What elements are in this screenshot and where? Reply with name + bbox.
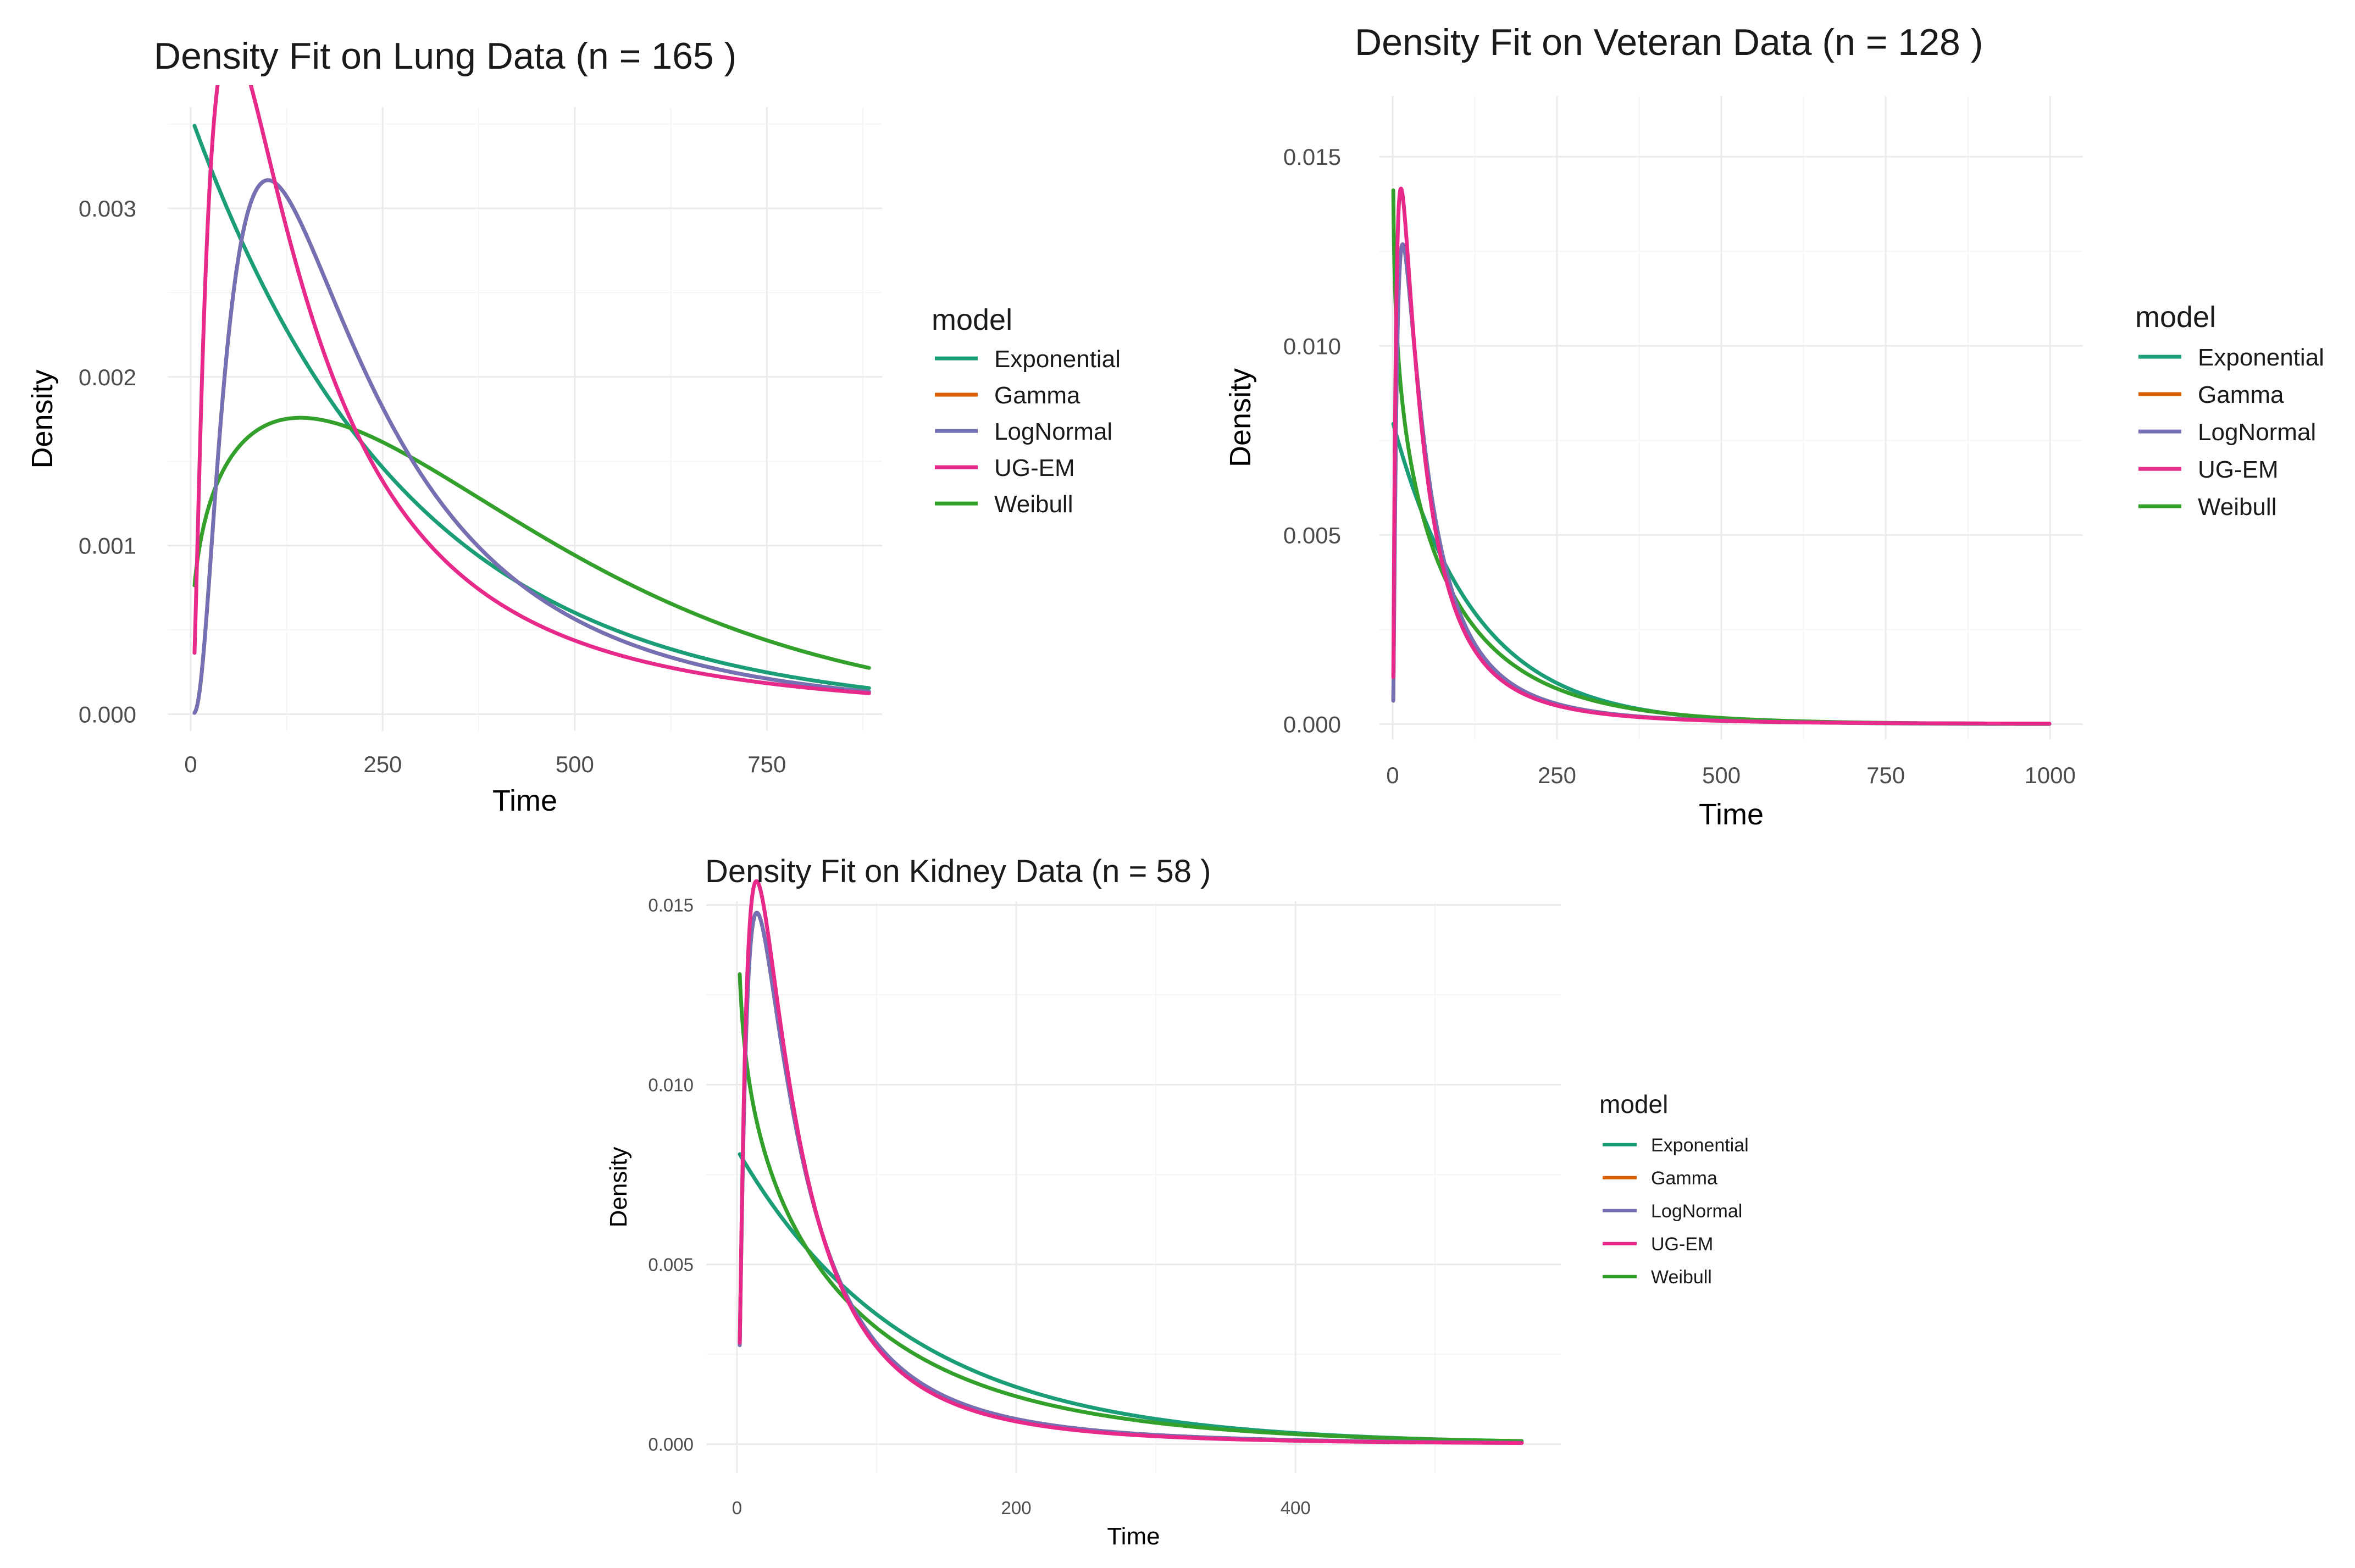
x-tick-label: 750 <box>747 751 786 777</box>
legend-label-gamma: Gamma <box>1651 1168 1717 1189</box>
y-tick-label: 0.000 <box>79 701 136 727</box>
x-tick-label: 0 <box>732 1498 742 1518</box>
y-tick-label: 0.015 <box>1283 144 1341 170</box>
x-axis-title: Time <box>1107 1523 1160 1550</box>
legend-label-lognormal: LogNormal <box>994 418 1112 445</box>
legend: model Exponential Gamma LogNormal UG-EM Weibu… <box>1599 1090 1749 1288</box>
chart-panel-2: 0 250 500 750 1000 0.000 0.005 0.010 0.015 Time De… <box>1224 21 2324 831</box>
y-tick-label: 0.002 <box>79 364 136 390</box>
legend-label-lognormal: LogNormal <box>1651 1201 1742 1222</box>
x-tick-label: 750 <box>1866 762 1905 788</box>
legend-title: model <box>932 303 1012 336</box>
y-tick-label: 0.015 <box>648 895 694 915</box>
chart-panel-3: 0 200 400 0.000 0.005 0.010 0.015 Time Density De… <box>605 854 1749 1550</box>
chart-panel-1: 0 250 500 750 0.000 0.001 0.002 0.003 Time Densit… <box>26 35 1121 817</box>
legend-title: model <box>2135 301 2216 334</box>
y-tick-label: 0.010 <box>648 1074 694 1095</box>
legend-label-exponential: Exponential <box>1651 1135 1749 1156</box>
chart-title: Density Fit on Kidney Data (n = 58 ) <box>705 854 1211 889</box>
y-axis-title: Density <box>1224 368 1257 467</box>
y-tick-label: 0.003 <box>79 196 136 221</box>
series-line-ug-em <box>738 879 1524 1445</box>
x-tick-label: 200 <box>1001 1498 1032 1518</box>
legend-label-ug-em: UG-EM <box>1651 1234 1713 1255</box>
chart-title: Density Fit on Lung Data (n = 165 ) <box>154 35 736 77</box>
series-line-lognormal <box>192 178 871 715</box>
x-tick-label: 250 <box>363 751 402 777</box>
series-line-weibull <box>738 972 1524 1443</box>
x-tick-label: 250 <box>1538 762 1576 788</box>
series-line-gamma <box>738 911 1524 1445</box>
y-tick-label: 0.005 <box>648 1255 694 1275</box>
y-axis-title: Density <box>26 369 59 468</box>
series-line-lognormal <box>738 911 1524 1445</box>
legend-label-exponential: Exponential <box>994 346 1121 373</box>
y-tick-label: 0.001 <box>79 533 136 559</box>
legend-label-weibull: Weibull <box>1651 1267 1712 1288</box>
series-line-ug-em <box>192 85 871 695</box>
legend-label-weibull: Weibull <box>994 491 1073 518</box>
legend-label-exponential: Exponential <box>2198 344 2324 371</box>
x-tick-label: 0 <box>1386 762 1399 788</box>
legend-label-gamma: Gamma <box>994 382 1080 409</box>
series-line-exponential <box>192 124 871 690</box>
legend: model Exponential Gamma LogNormal UG-EM Weibu… <box>932 303 1121 518</box>
series-line-ug-em <box>1391 186 2052 726</box>
x-tick-label: 500 <box>1702 762 1741 788</box>
y-tick-label: 0.005 <box>1283 522 1341 548</box>
series-line-exponential <box>738 1152 1524 1443</box>
x-axis-title: Time <box>1699 798 1764 831</box>
y-tick-label: 0.000 <box>648 1434 694 1455</box>
chart-title: Density Fit on Veteran Data (n = 128 ) <box>1355 21 1983 63</box>
y-axis-title: Density <box>605 1147 632 1228</box>
legend-label-weibull: Weibull <box>2198 494 2276 520</box>
x-tick-label: 400 <box>1281 1498 1311 1518</box>
y-tick-label: 0.000 <box>1283 712 1341 738</box>
x-axis-title: Time <box>492 784 557 817</box>
legend-title: model <box>1599 1090 1668 1118</box>
legend-label-ug-em: UG-EM <box>994 455 1075 481</box>
legend: model Exponential Gamma LogNormal UG-EM Weibu… <box>2135 301 2324 520</box>
legend-label-gamma: Gamma <box>2198 381 2284 408</box>
x-tick-label: 0 <box>184 751 197 777</box>
x-tick-label: 500 <box>556 751 594 777</box>
legend-label-ug-em: UG-EM <box>2198 456 2279 483</box>
series-line-weibull <box>192 415 871 670</box>
x-tick-label: 1000 <box>2024 762 2075 788</box>
legend-label-lognormal: LogNormal <box>2198 419 2316 446</box>
y-tick-label: 0.010 <box>1283 333 1341 359</box>
